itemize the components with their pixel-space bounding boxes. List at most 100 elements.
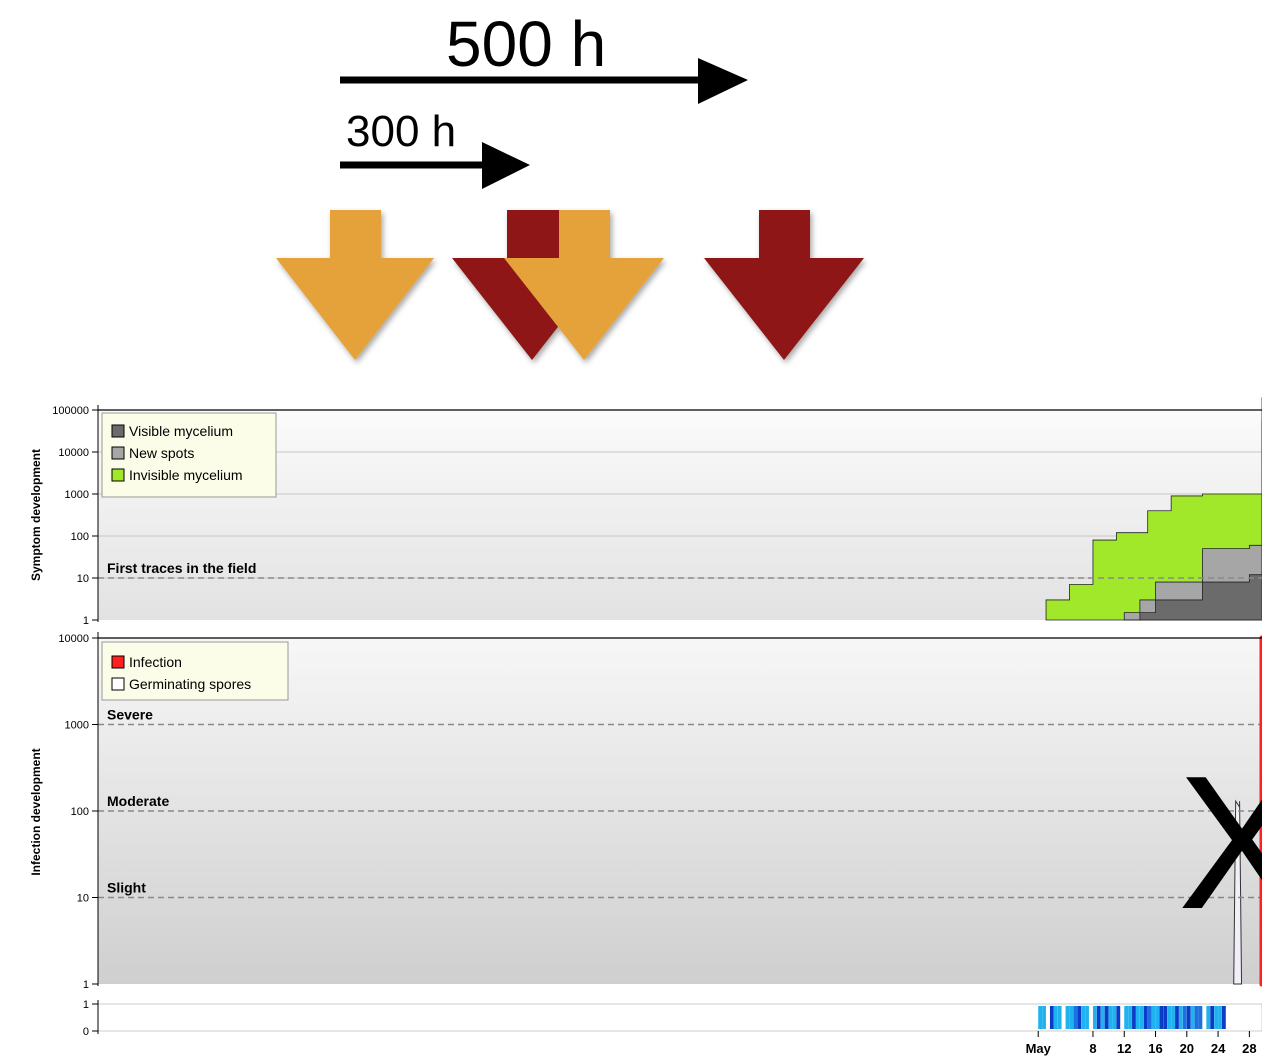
arrow-long-head: [698, 58, 748, 104]
wetness-bar: [1065, 1006, 1070, 1029]
symptom-tick-label: 10: [77, 573, 89, 585]
wetness-bar: [1167, 1006, 1172, 1029]
wetness-bar: [1042, 1006, 1046, 1029]
wetness-bar: [1085, 1006, 1089, 1029]
wetness-bar: [1214, 1006, 1218, 1029]
date-tick-label: 8: [1089, 1041, 1096, 1056]
wetness-bar: [1159, 1006, 1164, 1029]
legend-swatch-invisible-mycelium: [111, 468, 125, 482]
wetness-bar: [1163, 1006, 1168, 1029]
wetness-bar: [1139, 1006, 1144, 1029]
wetness-bar: [1108, 1006, 1113, 1029]
wetness-bar: [1135, 1006, 1140, 1029]
symptom-legend-box: [101, 412, 277, 498]
down-arrow-orange-1: [276, 210, 434, 360]
legend-label-invisible-mycelium: Invisible mycelium: [129, 467, 243, 483]
wetness-bar: [1210, 1006, 1215, 1029]
wetness-bar: [1198, 1006, 1203, 1029]
wetness-bar: [1128, 1006, 1132, 1029]
symptom-tick-label: 100000: [52, 405, 89, 417]
hour-arrows: 500 h 300 h: [340, 8, 748, 189]
wetness-bar: [1186, 1006, 1191, 1029]
wetness-tick-label: 1: [83, 999, 89, 1011]
wetness-bar: [1077, 1006, 1082, 1029]
symptom-y-label: Symptom development: [29, 449, 43, 581]
arrow-long-label: 500 h: [446, 8, 606, 80]
wetness-bar: [1155, 1006, 1160, 1029]
infection-tick-label: 1000: [65, 720, 89, 732]
wetness-bar: [1147, 1006, 1152, 1029]
down-arrow-orange-2: [504, 210, 664, 360]
cross-mark: X: [1178, 737, 1262, 949]
infection-y-label: Infection development: [29, 748, 43, 875]
spray-markers: [276, 210, 864, 360]
symptom-area-visible-mycelium: [1124, 435, 1262, 621]
symptom-legend: Visible mycelium New spots Invisible myc…: [101, 412, 277, 498]
wetness-bar: [1190, 1006, 1195, 1029]
infection-legend: Infection Germinating spores: [101, 641, 289, 701]
wetness-bar: [1069, 1006, 1074, 1029]
wetness-bar: [1151, 1006, 1156, 1029]
infection-thresholds: Severe Moderate Slight: [98, 707, 1262, 899]
wetness-bar: [1100, 1006, 1105, 1029]
symptom-areas: [1045, 397, 1262, 621]
infection-tick-label: 10: [77, 893, 89, 905]
date-tick-label: 16: [1148, 1041, 1162, 1056]
symptom-tick-label: 10000: [58, 447, 89, 459]
symptom-tick-label: 1000: [65, 489, 89, 501]
wetness-bar: [1112, 1006, 1117, 1029]
date-axis: May81216202428Jun5791317212528Jul7111519…: [1026, 1031, 1257, 1056]
germinating-spores-series: [1233, 638, 1262, 985]
date-tick-label: 28: [1242, 1041, 1256, 1056]
infection-chart: Severe Moderate Slight 1 10 100 1000 10000 Inf…: [29, 632, 1262, 991]
wetness-bars: [1038, 1006, 1226, 1029]
infection-y-ticks: 1 10 100 1000 10000: [58, 633, 98, 991]
date-tick-label: 12: [1117, 1041, 1131, 1056]
infection-legend-box: [101, 641, 289, 701]
wetness-bar: [1096, 1006, 1101, 1029]
wetness-bar: [1053, 1006, 1058, 1029]
infection-tick-label: 1: [83, 979, 89, 991]
wetness-bar: [1057, 1006, 1062, 1029]
wetness-bar: [1073, 1006, 1078, 1029]
wetness-bar: [1182, 1006, 1187, 1029]
legend-label-infection: Infection: [129, 654, 182, 670]
wetness-bar: [1049, 1006, 1054, 1029]
arrow-short-label: 300 h: [346, 107, 456, 156]
wetness-bar: [1132, 1006, 1136, 1029]
wetness-bar: [1206, 1006, 1211, 1029]
legend-swatch-germinating-spores: [111, 677, 125, 691]
wetness-bar: [1218, 1006, 1222, 1029]
symptom-tick-label: 100: [71, 531, 89, 543]
wetness-y-ticks: 10: [83, 999, 98, 1038]
wetness-bar: [1143, 1006, 1148, 1029]
legend-swatch-new-spots: [111, 446, 125, 460]
date-tick-label: 24: [1211, 1041, 1226, 1056]
germinating-spores-window: [1233, 799, 1243, 985]
legend-swatch-infection: [111, 655, 125, 669]
wetness-bar: [1038, 1006, 1043, 1029]
symptom-tick-label: 1: [83, 615, 89, 627]
wetness-bar: [1178, 1006, 1183, 1029]
legend-label-germinating-spores: Germinating spores: [129, 676, 251, 692]
arrow-short-head: [482, 142, 530, 189]
wetness-bar: [1104, 1006, 1109, 1029]
symptom-chart: First traces in the field 1 10 100 1000 1000…: [29, 397, 1262, 627]
symptom-y-ticks: 1 10 100 1000 10000 100000: [52, 405, 98, 627]
legend-label-new-spots: New spots: [129, 445, 194, 461]
wetness-bar: [1221, 1006, 1226, 1029]
wetness-tick-label: 0: [83, 1026, 89, 1038]
wetness-bar: [1194, 1006, 1199, 1029]
down-arrow-red-2: [704, 210, 864, 360]
wetness-bar: [1175, 1006, 1179, 1029]
wetness-bar: [1171, 1006, 1175, 1029]
infection-tick-label: 10000: [58, 633, 89, 645]
wetness-bar: [1081, 1006, 1086, 1029]
symptom-area-new-spots: [1123, 419, 1262, 621]
wetness-strip: 10 May81216202428Jun5791317212528Jul7111…: [83, 999, 1262, 1056]
infection-tick-label: 100: [71, 806, 89, 818]
threshold-label-severe: Severe: [107, 707, 153, 723]
wetness-bar: [1124, 1006, 1129, 1029]
date-tick-label: May: [1026, 1041, 1052, 1056]
